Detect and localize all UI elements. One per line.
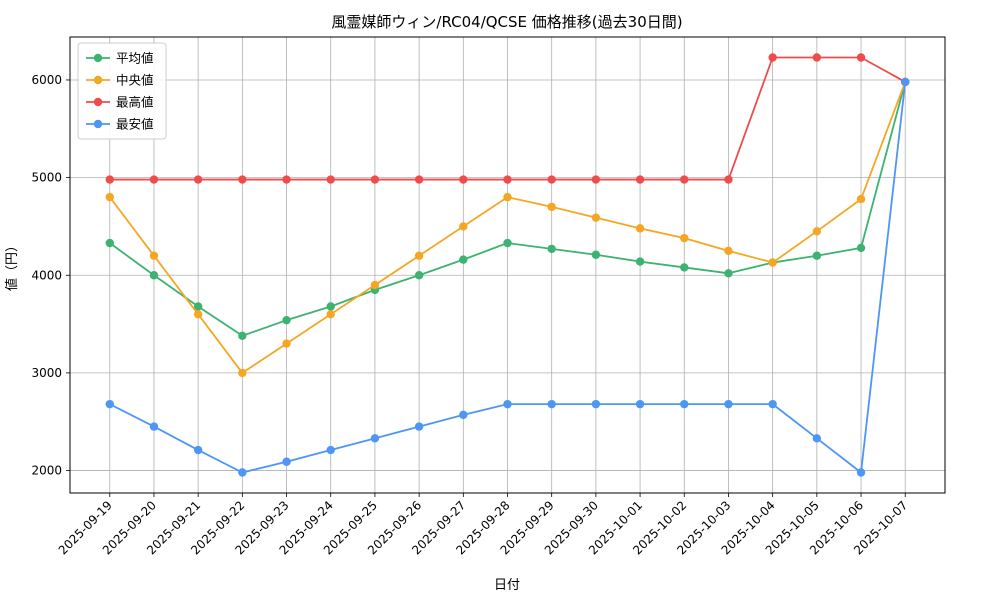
data-point bbox=[680, 263, 689, 272]
data-point bbox=[149, 422, 159, 431]
data-point bbox=[812, 227, 822, 236]
data-point bbox=[724, 399, 733, 409]
data-point bbox=[370, 175, 380, 184]
data-point bbox=[459, 222, 468, 231]
data-point bbox=[326, 175, 335, 184]
legend-label-max: 最高値 bbox=[116, 95, 154, 110]
data-point bbox=[238, 468, 247, 477]
legend-box bbox=[77, 42, 167, 140]
data-point bbox=[901, 77, 910, 87]
data-point bbox=[547, 175, 556, 184]
data-point bbox=[282, 339, 291, 348]
data-point bbox=[414, 175, 424, 184]
plot-area: 2025-09-192025-09-202025-09-212025-09-22… bbox=[31, 36, 946, 557]
data-point bbox=[459, 410, 468, 420]
data-point bbox=[591, 399, 601, 409]
data-point bbox=[503, 238, 512, 248]
legend-marker bbox=[93, 53, 103, 63]
data-point bbox=[414, 271, 424, 280]
y-tick-label: 2000 bbox=[31, 464, 62, 478]
data-point bbox=[547, 244, 556, 254]
data-point bbox=[635, 175, 645, 184]
data-point bbox=[856, 243, 866, 253]
data-point bbox=[768, 53, 777, 62]
y-tick-label: 4000 bbox=[31, 268, 62, 282]
data-point bbox=[635, 399, 645, 409]
data-point bbox=[812, 251, 822, 260]
data-point bbox=[503, 399, 512, 409]
data-point bbox=[635, 224, 645, 233]
legend-marker bbox=[93, 75, 103, 85]
data-point bbox=[503, 192, 512, 202]
y-tick-label: 6000 bbox=[31, 73, 62, 87]
data-point bbox=[105, 399, 114, 409]
data-point bbox=[812, 53, 822, 62]
plot-border bbox=[69, 36, 946, 494]
data-point bbox=[724, 246, 733, 256]
y-tick-label: 3000 bbox=[31, 366, 62, 380]
data-point bbox=[591, 213, 601, 222]
x-axis-label: 日付 bbox=[494, 578, 520, 593]
legend-label-min: 最安値 bbox=[116, 117, 154, 132]
data-point bbox=[856, 194, 866, 204]
data-point bbox=[149, 271, 159, 280]
data-point bbox=[193, 445, 203, 455]
data-point bbox=[193, 175, 203, 184]
y-tick-label: 5000 bbox=[31, 171, 62, 185]
data-point bbox=[591, 175, 601, 184]
series-min bbox=[105, 77, 910, 477]
data-point bbox=[459, 175, 468, 184]
data-point bbox=[635, 257, 645, 266]
legend-label-median: 中央値 bbox=[116, 73, 154, 88]
data-point bbox=[282, 457, 291, 466]
data-point bbox=[812, 434, 822, 443]
data-point bbox=[459, 255, 468, 264]
data-point bbox=[856, 468, 866, 477]
data-point bbox=[326, 310, 335, 319]
data-point bbox=[547, 202, 556, 212]
data-point bbox=[326, 302, 335, 311]
data-point bbox=[503, 175, 512, 184]
data-point bbox=[149, 251, 159, 260]
data-point bbox=[591, 250, 601, 259]
data-point bbox=[193, 310, 203, 319]
data-point bbox=[680, 233, 689, 243]
legend-marker bbox=[93, 119, 103, 129]
data-point bbox=[370, 434, 380, 443]
data-point bbox=[238, 331, 247, 340]
data-point bbox=[238, 368, 247, 378]
data-point bbox=[193, 302, 203, 311]
data-point bbox=[768, 399, 777, 409]
y-axis-label: 値（円） bbox=[4, 239, 20, 291]
data-point bbox=[105, 192, 114, 202]
data-point bbox=[414, 422, 424, 431]
data-point bbox=[238, 175, 247, 184]
data-point bbox=[680, 175, 689, 184]
data-point bbox=[414, 251, 424, 260]
data-point bbox=[680, 399, 689, 409]
data-point bbox=[105, 175, 114, 184]
data-point bbox=[724, 269, 733, 278]
data-point bbox=[149, 175, 159, 184]
data-point bbox=[547, 399, 556, 409]
series-max bbox=[105, 53, 910, 184]
data-point bbox=[856, 53, 866, 62]
data-point bbox=[282, 315, 291, 325]
data-point bbox=[370, 280, 380, 290]
chart-title: 風霊媒師ウィン/RC04/QCSE 価格推移(過去30日間) bbox=[331, 13, 682, 31]
legend-marker bbox=[93, 97, 103, 107]
data-point bbox=[326, 445, 335, 455]
data-point bbox=[282, 175, 291, 184]
data-point bbox=[724, 175, 733, 184]
data-point bbox=[768, 258, 777, 267]
legend-label-average: 平均値 bbox=[116, 51, 154, 66]
data-point bbox=[105, 238, 114, 248]
